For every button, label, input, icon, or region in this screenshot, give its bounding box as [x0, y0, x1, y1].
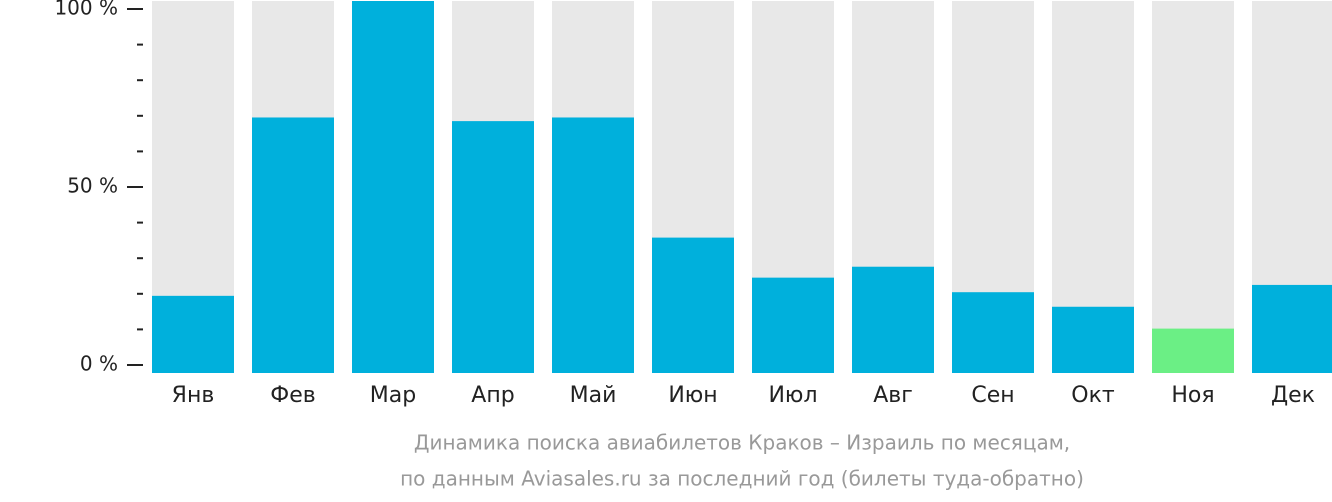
x-tick-label: Сен [971, 383, 1014, 408]
bar [152, 295, 234, 373]
x-tick-label: Окт [1071, 383, 1115, 408]
bar [852, 266, 934, 373]
y-tick-label: 100 % [54, 0, 118, 20]
x-tick-label: Авг [873, 383, 913, 408]
bar [252, 117, 334, 373]
x-tick-label: Июл [768, 383, 817, 408]
bar [552, 117, 634, 373]
y-tick-label: 50 % [67, 174, 118, 198]
bar [452, 121, 534, 374]
bar-background [1152, 1, 1234, 373]
bar [1052, 306, 1134, 373]
x-tick-label: Янв [172, 383, 215, 408]
bar [652, 237, 734, 373]
chart-title: Динамика поиска авиабилетов Краков – Изр… [414, 431, 1070, 455]
y-tick-label: 0 % [80, 352, 118, 376]
x-tick-label: Дек [1271, 383, 1315, 408]
x-tick-label: Июн [668, 383, 717, 408]
bar [1252, 284, 1332, 373]
x-tick-label: Мар [370, 383, 416, 408]
bar [352, 1, 434, 373]
x-tick-label: Апр [471, 383, 514, 408]
bar [752, 277, 834, 373]
bar [1152, 328, 1234, 373]
chart-subtitle: по данным Aviasales.ru за последний год … [400, 467, 1084, 491]
x-tick-label: Фев [270, 383, 315, 408]
x-tick-label: Май [570, 383, 617, 408]
x-tick-label: Ноя [1171, 383, 1214, 408]
bar [952, 292, 1034, 373]
